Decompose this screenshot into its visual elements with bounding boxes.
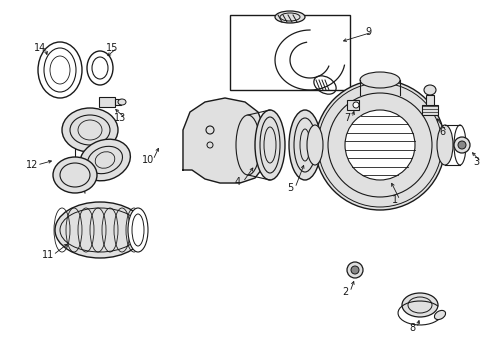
Text: 6: 6 [439, 127, 445, 137]
Ellipse shape [255, 110, 285, 180]
Text: 3: 3 [473, 157, 479, 167]
Circle shape [454, 137, 470, 153]
Polygon shape [115, 99, 121, 105]
Circle shape [351, 266, 359, 274]
Ellipse shape [62, 108, 118, 152]
Ellipse shape [307, 125, 323, 165]
Ellipse shape [360, 72, 400, 88]
Text: 11: 11 [42, 250, 54, 260]
Text: 7: 7 [344, 113, 350, 123]
Polygon shape [155, 15, 465, 345]
Circle shape [347, 262, 363, 278]
Ellipse shape [80, 139, 130, 181]
Text: 2: 2 [342, 287, 348, 297]
Polygon shape [183, 98, 265, 183]
Text: 4: 4 [235, 177, 241, 187]
Circle shape [206, 126, 214, 134]
Ellipse shape [402, 293, 438, 317]
Ellipse shape [55, 202, 145, 258]
Ellipse shape [128, 208, 148, 252]
Ellipse shape [437, 125, 453, 165]
Text: 8: 8 [409, 323, 415, 333]
Text: 5: 5 [287, 183, 293, 193]
Polygon shape [426, 95, 434, 105]
Polygon shape [99, 97, 115, 107]
Text: 14: 14 [34, 43, 46, 53]
Ellipse shape [289, 110, 321, 180]
Text: 9: 9 [365, 27, 371, 37]
Ellipse shape [435, 310, 445, 320]
Polygon shape [422, 105, 438, 115]
Circle shape [353, 102, 359, 108]
Polygon shape [230, 15, 350, 90]
Text: 1: 1 [392, 195, 398, 205]
Circle shape [345, 110, 415, 180]
Ellipse shape [236, 115, 260, 175]
Text: 12: 12 [26, 160, 38, 170]
Ellipse shape [424, 85, 436, 95]
Circle shape [458, 141, 466, 149]
Ellipse shape [53, 157, 97, 193]
Polygon shape [347, 100, 359, 110]
Circle shape [315, 80, 445, 210]
Ellipse shape [275, 11, 305, 23]
Text: 13: 13 [114, 113, 126, 123]
Text: 10: 10 [142, 155, 154, 165]
Ellipse shape [118, 99, 126, 105]
Polygon shape [10, 15, 155, 305]
Text: 15: 15 [106, 43, 118, 53]
